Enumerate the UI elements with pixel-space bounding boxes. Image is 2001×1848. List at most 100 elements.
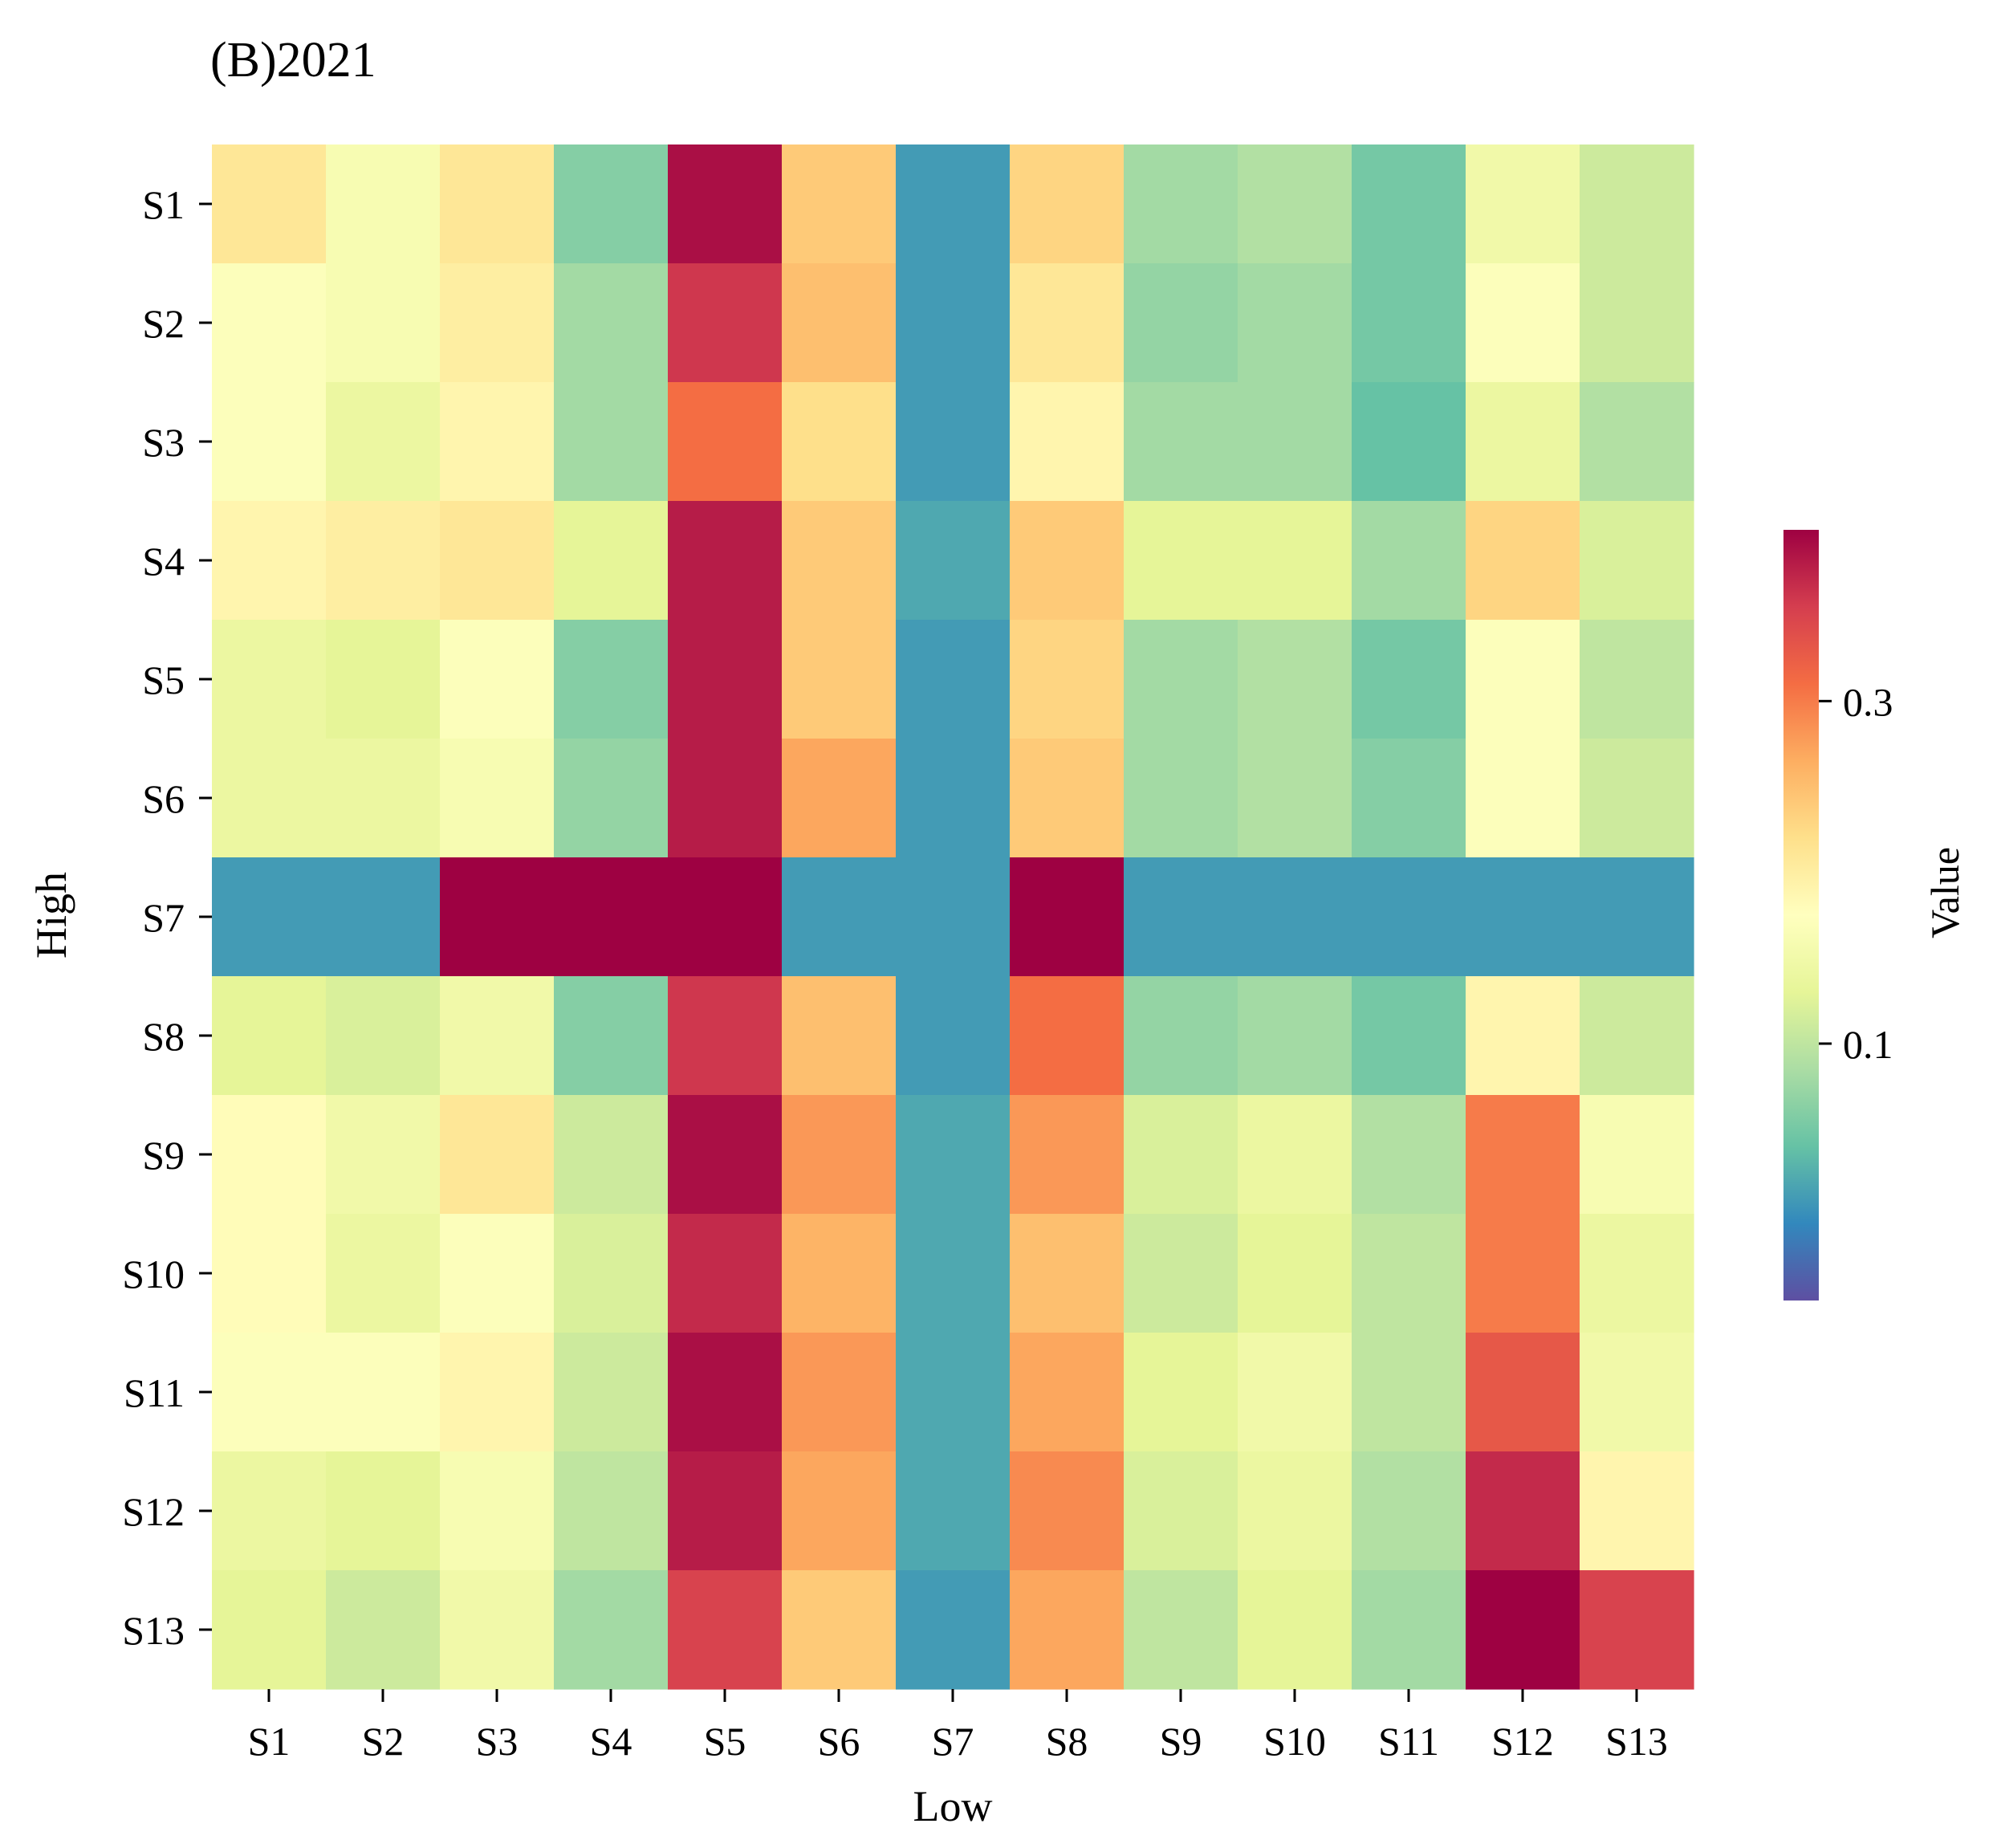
- heatmap-cell-S9-S4: [554, 1095, 669, 1215]
- heatmap-cell-S11-S4: [554, 1333, 669, 1452]
- heatmap-cell-S1-S4: [554, 145, 669, 264]
- heatmap-cell-S4-S12: [1466, 501, 1580, 621]
- heatmap-cell-S11-S11: [1352, 1333, 1466, 1452]
- heatmap-cell-S2-S1: [212, 263, 327, 383]
- y-tick-label: S1: [142, 182, 185, 227]
- heatmap-cell-S2-S5: [668, 263, 783, 383]
- heatmap-cell-S7-S1: [212, 857, 327, 977]
- heatmap-cell-S4-S8: [1010, 501, 1125, 621]
- heatmap-cell-S8-S13: [1580, 976, 1694, 1096]
- heatmap-cell-S6-S9: [1124, 739, 1238, 858]
- heatmap-cell-S7-S10: [1238, 857, 1352, 977]
- heatmap-cell-S9-S8: [1010, 1095, 1125, 1215]
- heatmap-cell-S7-S4: [554, 857, 669, 977]
- heatmap-cell-S5-S2: [326, 620, 441, 739]
- x-tick-label: S2: [362, 1719, 405, 1764]
- heatmap-cells: [212, 145, 1694, 1690]
- heatmap-cell-S9-S12: [1466, 1095, 1580, 1215]
- y-tick-label: S12: [122, 1489, 185, 1534]
- x-tick-label: S7: [932, 1719, 974, 1764]
- colorbar-tick-label: 0.3: [1843, 679, 1893, 724]
- y-axis: S1 S2 S3 S4 S5 S6 S7 S8 S9 S10 S11 S12 S13: [122, 182, 212, 1653]
- heatmap-cell-S5-S10: [1238, 620, 1352, 739]
- heatmap-cell-S1-S13: [1580, 145, 1694, 264]
- heatmap-cell-S1-S6: [782, 145, 897, 264]
- heatmap-cell-S7-S6: [782, 857, 897, 977]
- heatmap-cell-S10-S3: [440, 1214, 555, 1333]
- heatmap-cell-S5-S8: [1010, 620, 1125, 739]
- heatmap-cell-S2-S9: [1124, 263, 1238, 383]
- heatmap-cell-S9-S13: [1580, 1095, 1694, 1215]
- heatmap-cell-S3-S4: [554, 382, 669, 502]
- x-tick-label: S3: [476, 1719, 519, 1764]
- x-tick-label: S13: [1605, 1719, 1668, 1764]
- x-tick-label: S10: [1263, 1719, 1326, 1764]
- heatmap-cell-S5-S7: [896, 620, 1011, 739]
- heatmap-cell-S11-S12: [1466, 1333, 1580, 1452]
- heatmap-cell-S12-S3: [440, 1451, 555, 1571]
- heatmap-cell-S12-S2: [326, 1451, 441, 1571]
- heatmap-cell-S3-S12: [1466, 382, 1580, 502]
- heatmap-cell-S12-S7: [896, 1451, 1011, 1571]
- heatmap-cell-S12-S12: [1466, 1451, 1580, 1571]
- heatmap-cell-S5-S5: [668, 620, 783, 739]
- heatmap-cell-S2-S6: [782, 263, 897, 383]
- heatmap-cell-S1-S8: [1010, 145, 1125, 264]
- heatmap-cell-S10-S5: [668, 1214, 783, 1333]
- colorbar-tick-label: 0.1: [1843, 1022, 1893, 1067]
- heatmap-cell-S12-S6: [782, 1451, 897, 1571]
- heatmap-cell-S12-S9: [1124, 1451, 1238, 1571]
- heatmap-cell-S13-S9: [1124, 1570, 1238, 1690]
- heatmap-cell-S3-S1: [212, 382, 327, 502]
- heatmap-cell-S1-S2: [326, 145, 441, 264]
- y-tick-label: S7: [142, 895, 185, 940]
- x-tick-label: S11: [1378, 1719, 1439, 1764]
- heatmap-cell-S10-S4: [554, 1214, 669, 1333]
- heatmap-cell-S2-S10: [1238, 263, 1352, 383]
- heatmap-cell-S5-S9: [1124, 620, 1238, 739]
- heatmap-cell-S4-S9: [1124, 501, 1238, 621]
- heatmap-cell-S12-S10: [1238, 1451, 1352, 1571]
- x-tick-label: S12: [1491, 1719, 1554, 1764]
- heatmap-cell-S8-S3: [440, 976, 555, 1096]
- y-axis-label: High: [27, 872, 75, 959]
- heatmap-cell-S13-S5: [668, 1570, 783, 1690]
- heatmap-cell-S5-S12: [1466, 620, 1580, 739]
- heatmap-cell-S5-S1: [212, 620, 327, 739]
- heatmap-cell-S10-S2: [326, 1214, 441, 1333]
- heatmap-cell-S4-S1: [212, 501, 327, 621]
- heatmap-cell-S6-S1: [212, 739, 327, 858]
- heatmap-cell-S13-S10: [1238, 1570, 1352, 1690]
- x-tick-label: S6: [818, 1719, 860, 1764]
- heatmap-cell-S3-S8: [1010, 382, 1125, 502]
- heatmap-cell-S10-S12: [1466, 1214, 1580, 1333]
- heatmap-cell-S3-S7: [896, 382, 1011, 502]
- y-tick-label: S13: [122, 1608, 185, 1653]
- heatmap-cell-S13-S6: [782, 1570, 897, 1690]
- heatmap-cell-S3-S10: [1238, 382, 1352, 502]
- heatmap-cell-S5-S13: [1580, 620, 1694, 739]
- heatmap-cell-S6-S3: [440, 739, 555, 858]
- heatmap-cell-S9-S9: [1124, 1095, 1238, 1215]
- heatmap-cell-S8-S4: [554, 976, 669, 1096]
- heatmap-cell-S8-S12: [1466, 976, 1580, 1096]
- heatmap-cell-S4-S7: [896, 501, 1011, 621]
- y-tick-label: S10: [122, 1252, 185, 1296]
- heatmap-cell-S7-S2: [326, 857, 441, 977]
- heatmap-cell-S7-S5: [668, 857, 783, 977]
- heatmap-cell-S1-S7: [896, 145, 1011, 264]
- heatmap-cell-S1-S9: [1124, 145, 1238, 264]
- heatmap-cell-S1-S12: [1466, 145, 1580, 264]
- heatmap-cell-S4-S13: [1580, 501, 1694, 621]
- heatmap-cell-S1-S5: [668, 145, 783, 264]
- heatmap-cell-S13-S7: [896, 1570, 1011, 1690]
- heatmap-cell-S6-S4: [554, 739, 669, 858]
- heatmap-cell-S6-S13: [1580, 739, 1694, 858]
- heatmap-cell-S7-S8: [1010, 857, 1125, 977]
- colorbar-label: Value: [1922, 847, 1967, 938]
- heatmap-cell-S12-S13: [1580, 1451, 1694, 1571]
- heatmap-cell-S10-S7: [896, 1214, 1011, 1333]
- heatmap-cell-S4-S10: [1238, 501, 1352, 621]
- heatmap-cell-S12-S11: [1352, 1451, 1466, 1571]
